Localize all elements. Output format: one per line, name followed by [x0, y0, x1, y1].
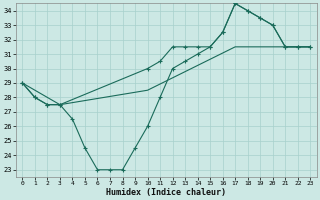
X-axis label: Humidex (Indice chaleur): Humidex (Indice chaleur) [106, 188, 226, 197]
